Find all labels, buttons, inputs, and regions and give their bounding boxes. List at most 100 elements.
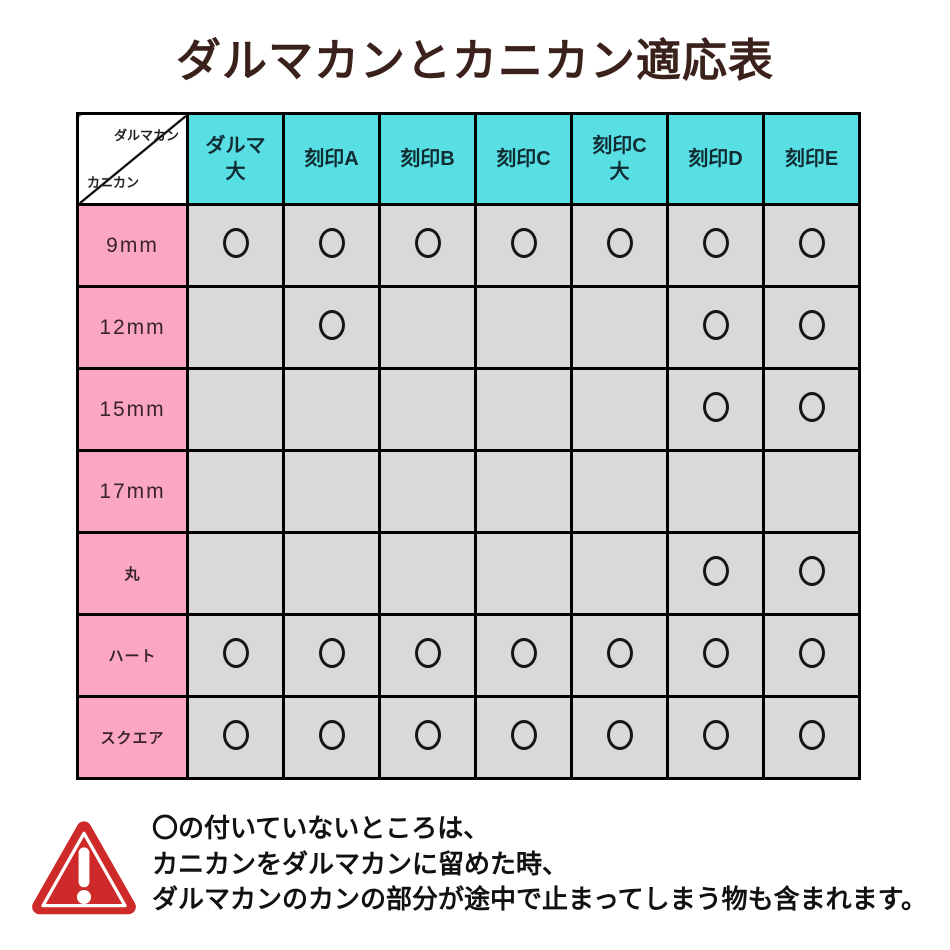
mark-cell [474, 613, 573, 698]
table-row: 丸 [76, 531, 861, 616]
mark-cell [666, 695, 765, 780]
table-row: ハート [76, 613, 861, 698]
mark-cell [282, 203, 381, 288]
mark-cell [378, 695, 477, 780]
circle-mark [606, 638, 633, 668]
empty-cell [570, 285, 669, 370]
corner-label-darumakan: ダルマカン [113, 128, 179, 143]
mark-cell [474, 695, 573, 780]
circle-mark [510, 638, 537, 668]
footnote-line-2: カニカンをダルマカンに留めた時、 [152, 848, 569, 879]
circle-mark [798, 310, 825, 340]
column-header-1: ダルマ 大 [186, 112, 285, 206]
empty-cell [186, 367, 285, 452]
circle-mark [702, 310, 729, 340]
circle-mark [702, 392, 729, 422]
mark-cell [186, 613, 285, 698]
empty-cell [762, 449, 861, 534]
mark-cell [762, 613, 861, 698]
circle-mark [222, 720, 249, 750]
table-row: 12mm [76, 285, 861, 370]
empty-cell [570, 449, 669, 534]
empty-cell [570, 367, 669, 452]
table-row: 15mm [76, 367, 861, 452]
circle-mark [606, 228, 633, 258]
row-label: 17mm [76, 449, 189, 534]
mark-cell [282, 695, 381, 780]
column-header-6: 刻印D [666, 112, 765, 206]
circle-mark [318, 720, 345, 750]
compatibility-table: ダルマカン カニカン ダルマ 大刻印A 刻印B 刻印C 刻印C 大刻印D 刻印E 9mm… [76, 112, 861, 780]
circle-mark [414, 228, 441, 258]
mark-cell [378, 613, 477, 698]
corner-label-kanikan: カニカン [87, 175, 140, 190]
footnote-line-1: 〇の付いていないところは、 [152, 813, 490, 843]
mark-cell [186, 203, 285, 288]
empty-cell [282, 367, 381, 452]
mark-cell [762, 203, 861, 288]
circle-mark [702, 638, 729, 668]
empty-cell [378, 285, 477, 370]
mark-cell [762, 695, 861, 780]
warning-icon [32, 821, 136, 915]
column-header-7: 刻印E [762, 112, 861, 206]
circle-mark [318, 638, 345, 668]
circle-mark [798, 392, 825, 422]
compat-table-body: 9mm 12mm 15mm 17mm 丸ハート スクエア [76, 203, 861, 780]
circle-mark [798, 556, 825, 586]
row-label: 丸 [76, 531, 189, 616]
empty-cell [378, 531, 477, 616]
empty-cell [186, 531, 285, 616]
mark-cell [666, 531, 765, 616]
mark-cell [666, 613, 765, 698]
compatibility-table-container: ダルマカン カニカン ダルマ 大刻印A 刻印B 刻印C 刻印C 大刻印D 刻印E 9mm… [76, 112, 861, 780]
mark-cell [378, 203, 477, 288]
mark-cell [570, 203, 669, 288]
mark-cell [762, 285, 861, 370]
empty-cell [474, 367, 573, 452]
empty-cell [186, 449, 285, 534]
mark-cell [666, 285, 765, 370]
circle-mark [798, 228, 825, 258]
row-label: 9mm [76, 203, 189, 288]
mark-cell [762, 367, 861, 452]
circle-mark [414, 638, 441, 668]
header-row: ダルマカン カニカン ダルマ 大刻印A 刻印B 刻印C 刻印C 大刻印D 刻印E [76, 112, 861, 206]
page-title: ダルマカンとカニカン適応表 [175, 35, 774, 86]
circle-mark [222, 228, 249, 258]
footnote-line-3: ダルマカンのカンの部分が途中で止まってしまう物も含まれます。 [152, 884, 928, 914]
footnote: 〇の付いていないところは、 カニカンをダルマカンに留めた時、 ダルマカンのカンの… [152, 811, 927, 918]
empty-cell [666, 449, 765, 534]
circle-mark [702, 556, 729, 586]
circle-mark [414, 720, 441, 750]
column-header-3: 刻印B [378, 112, 477, 206]
column-header-2: 刻印A [282, 112, 381, 206]
circle-mark [798, 720, 825, 750]
corner-cell: ダルマカン カニカン [76, 112, 189, 206]
circle-mark [702, 720, 729, 750]
row-label: 15mm [76, 367, 189, 452]
circle-mark [798, 638, 825, 668]
row-label: ハート [76, 613, 189, 698]
empty-cell [378, 367, 477, 452]
table-row: 9mm [76, 203, 861, 288]
row-label: スクエア [76, 695, 189, 780]
row-label: 12mm [76, 285, 189, 370]
empty-cell [282, 449, 381, 534]
mark-cell [570, 695, 669, 780]
circle-mark [606, 720, 633, 750]
circle-mark [702, 228, 729, 258]
circle-mark [510, 228, 537, 258]
mark-cell [282, 613, 381, 698]
circle-mark [510, 720, 537, 750]
mark-cell [762, 531, 861, 616]
circle-mark [318, 228, 345, 258]
mark-cell [474, 203, 573, 288]
empty-cell [474, 285, 573, 370]
empty-cell [570, 531, 669, 616]
empty-cell [474, 531, 573, 616]
mark-cell [570, 613, 669, 698]
column-header-5: 刻印C 大 [570, 112, 669, 206]
table-row: スクエア [76, 695, 861, 780]
empty-cell [474, 449, 573, 534]
